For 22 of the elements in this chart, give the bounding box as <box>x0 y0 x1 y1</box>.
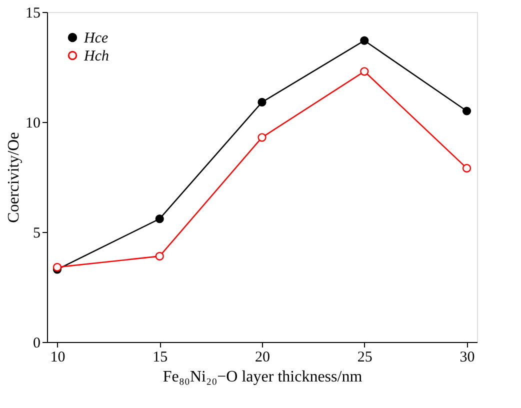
x-tick-label: 20 <box>255 350 270 366</box>
point <box>52 262 62 272</box>
y-tick-label: 10 <box>26 116 40 132</box>
x-tick-label: 30 <box>460 350 475 366</box>
point <box>462 106 472 116</box>
y-tick-label: 5 <box>33 226 40 242</box>
point <box>360 67 369 76</box>
point <box>462 164 472 172</box>
x-tick-label: 25 <box>357 350 372 366</box>
legend-label: Hce <box>83 30 108 46</box>
x-tick-label: 10 <box>50 350 66 366</box>
y-axis-title: Coercivity/Oe <box>6 132 22 223</box>
legend-label: Hch <box>83 48 109 64</box>
point <box>258 133 266 142</box>
point <box>360 36 369 45</box>
y-tick-label: 15 <box>26 6 40 22</box>
x-tick-label: 15 <box>152 350 168 366</box>
point <box>258 98 266 106</box>
x-axis-title: Fe₈₀Ni₂₀−O layer thickness/nm <box>162 368 363 386</box>
point <box>155 252 164 260</box>
point <box>155 214 164 224</box>
y-tick-label: 0 <box>33 336 40 352</box>
